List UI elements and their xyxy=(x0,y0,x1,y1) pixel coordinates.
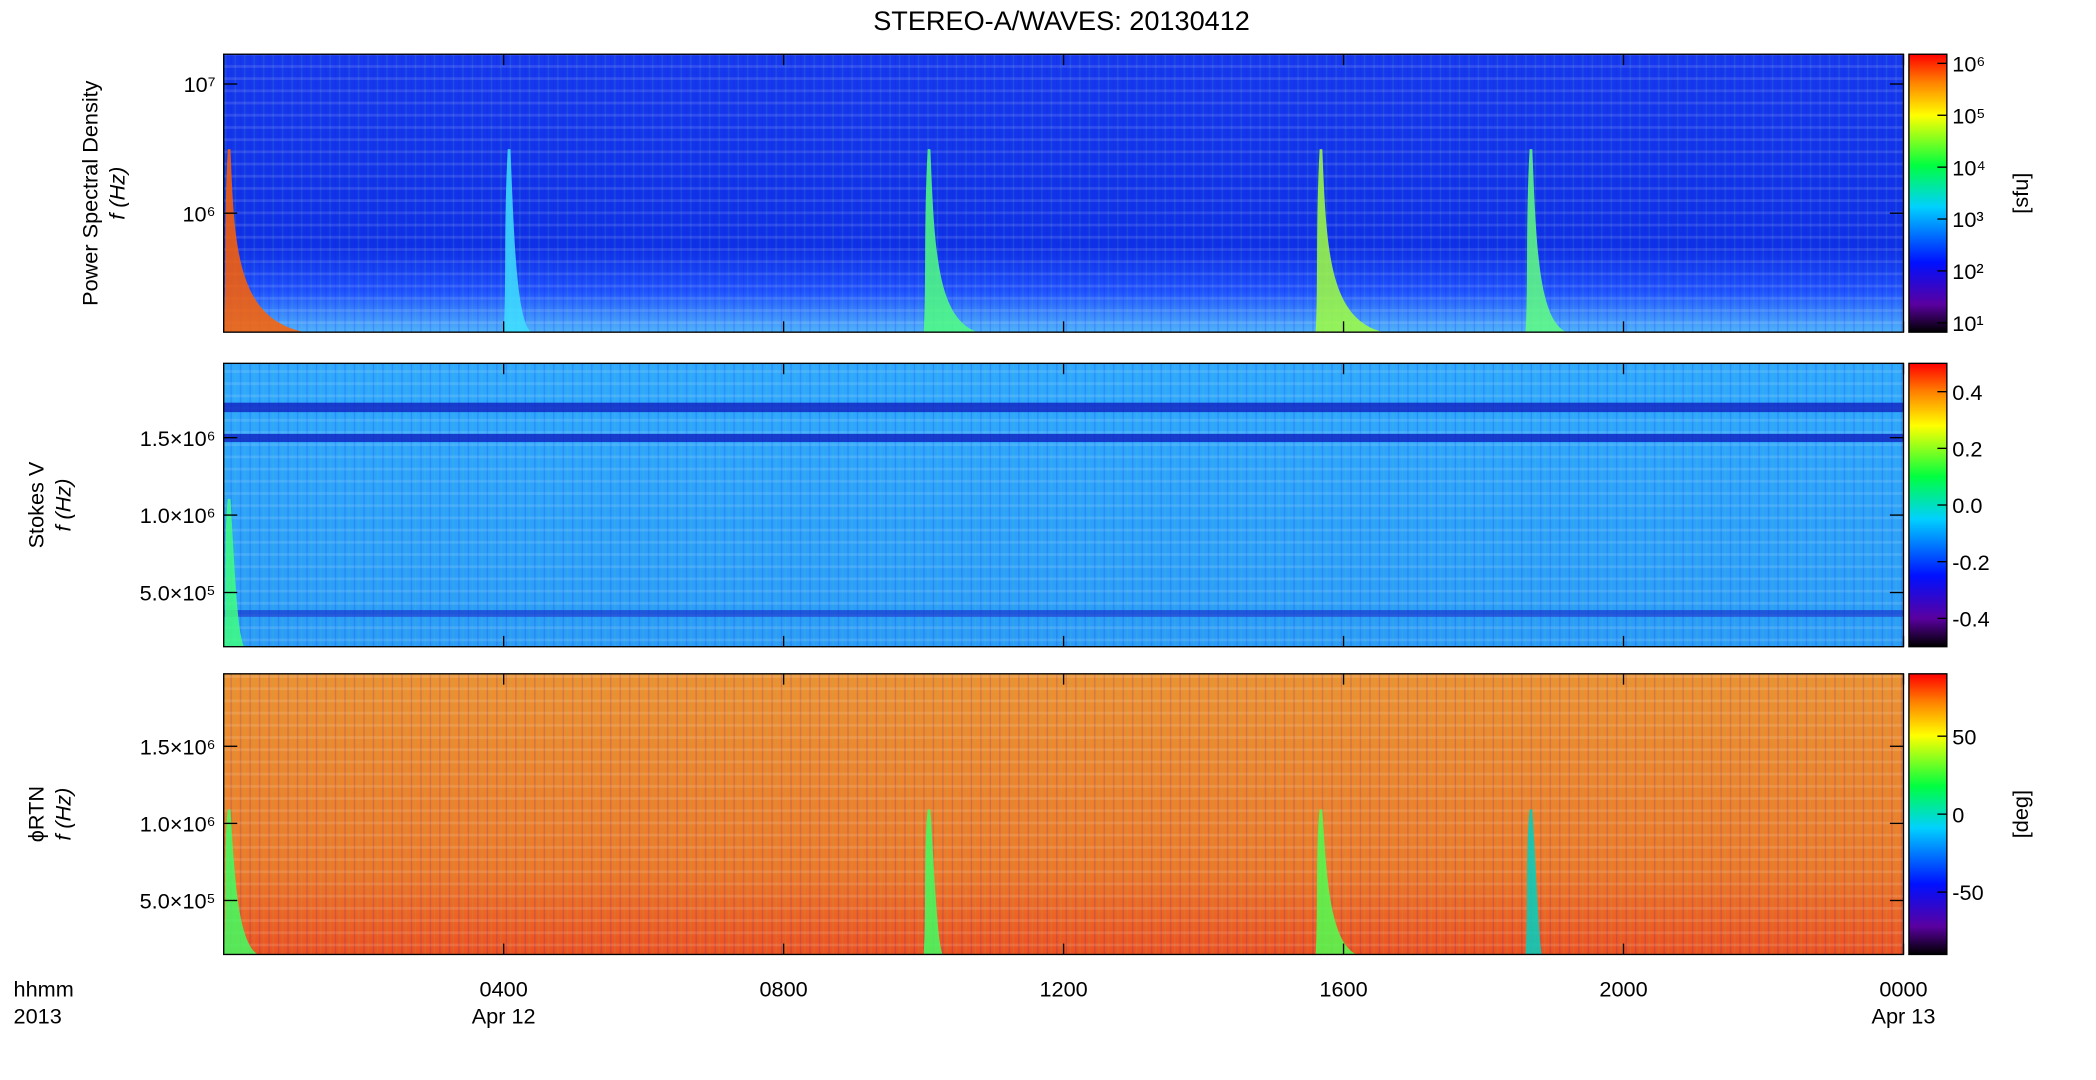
texture xyxy=(223,673,1904,955)
colorbar-tick-label: -50 xyxy=(1952,880,1983,905)
x-tick-label: 0400 xyxy=(480,976,528,1001)
burst xyxy=(923,149,978,333)
burst xyxy=(503,149,531,333)
burst xyxy=(223,149,306,333)
y-tick-label: 5.0×10⁵ xyxy=(140,581,216,606)
colorbar-tick-label: 10⁴ xyxy=(1952,155,1985,180)
colorbar-tick-label: 10³ xyxy=(1952,207,1983,232)
chart-title: STEREO-A/WAVES: 20130412 xyxy=(873,5,1250,36)
x-axis-label: hhmm xyxy=(14,976,74,1001)
colorbar-tick-label: 0.2 xyxy=(1952,436,1982,461)
y-axis-label: f (Hz) xyxy=(50,788,75,841)
y-axis-label: Power Spectral Density xyxy=(78,80,103,306)
x-date-label: Apr 12 xyxy=(472,1004,536,1029)
colorbar-tick-label: 10⁵ xyxy=(1952,103,1985,128)
colorbar-label: [sfu] xyxy=(2008,173,2033,214)
colorbar xyxy=(1908,53,1948,333)
band xyxy=(223,433,1904,442)
colorbar-tick-label: -0.4 xyxy=(1952,606,1989,631)
colorbar-tick-label: 10¹ xyxy=(1952,311,1983,336)
burst xyxy=(1315,149,1384,333)
burst xyxy=(1525,149,1567,333)
x-tick-label: 0800 xyxy=(760,976,808,1001)
burst xyxy=(223,498,245,647)
y-axis-label: ϕRTN xyxy=(23,786,48,842)
x-tick-label: 2000 xyxy=(1599,976,1647,1001)
colorbar-tick-label: 10⁶ xyxy=(1952,52,1985,77)
x-date-label: Apr 13 xyxy=(1872,1004,1936,1029)
y-tick-label: 1.0×10⁶ xyxy=(140,812,216,837)
x-tick-label: 1600 xyxy=(1319,976,1367,1001)
y-tick-label: 5.0×10⁵ xyxy=(140,889,216,914)
burst xyxy=(923,809,943,955)
colorbar-tick-label: 0 xyxy=(1952,802,1964,827)
texture xyxy=(223,54,1904,333)
colorbar-tick-label: 50 xyxy=(1952,724,1976,749)
y-axis-label: Stokes V xyxy=(23,461,48,548)
colorbar-tick-label: 0.0 xyxy=(1952,493,1982,518)
y-tick-label: 10⁷ xyxy=(184,72,216,97)
colorbar-tick-label: 10² xyxy=(1952,259,1983,284)
colorbar-tick-label: 0.4 xyxy=(1952,380,1982,405)
x-axis-label: 2013 xyxy=(14,1004,62,1029)
burst xyxy=(1525,809,1542,955)
x-tick-label: 0000 xyxy=(1879,976,1927,1001)
y-axis-label: f (Hz) xyxy=(50,479,75,532)
y-axis-label: f (Hz) xyxy=(105,167,130,220)
colorbar-tick-label: -0.2 xyxy=(1952,550,1989,575)
y-tick-label: 10⁶ xyxy=(183,201,216,226)
burst xyxy=(1315,809,1357,955)
y-tick-label: 1.0×10⁶ xyxy=(140,503,216,528)
burst xyxy=(223,809,258,955)
band xyxy=(223,402,1904,413)
colorbar-label: [deg] xyxy=(2008,790,2033,838)
band xyxy=(223,610,1904,617)
y-tick-label: 1.5×10⁶ xyxy=(140,734,216,759)
x-tick-label: 1200 xyxy=(1039,976,1087,1001)
y-tick-label: 1.5×10⁶ xyxy=(140,426,216,451)
